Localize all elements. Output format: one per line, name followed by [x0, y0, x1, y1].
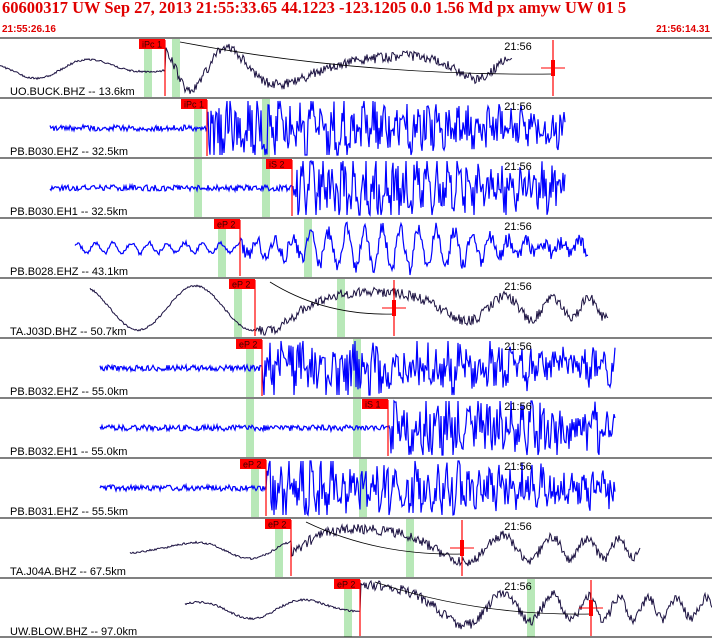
pick-flag[interactable]: iPc 1: [139, 39, 165, 50]
channel-trace-4[interactable]: eP 2 21:56 PB.B028.EHZ -- 43.1km: [0, 217, 712, 278]
channel-label: UW.BLOW.BHZ -- 97.0km: [10, 626, 137, 638]
time-tick-label: 21:56: [504, 221, 532, 233]
channel-label: PB.B028.EHZ -- 43.1km: [10, 266, 128, 278]
phase-window-band: [172, 39, 180, 97]
pick-label: iPc 1: [142, 40, 162, 50]
phase-window-band: [275, 519, 283, 577]
channel-label: PB.B032.EHZ -- 55.0km: [10, 386, 128, 398]
time-tick-label: 21:56: [504, 521, 532, 533]
pick-flag-box[interactable]: [362, 399, 388, 409]
phase-window-band: [218, 219, 226, 277]
channel-label: TA.J04A.BHZ -- 67.5km: [10, 566, 126, 578]
waveform-line[interactable]: [99, 460, 616, 517]
waveform-line[interactable]: [49, 100, 566, 156]
channel-trace-9[interactable]: eP 2 21:56 TA.J04A.BHZ -- 67.5km: [0, 517, 712, 578]
phase-window-band: [337, 279, 345, 337]
phase-window-band: [144, 39, 152, 97]
waveform-line[interactable]: [74, 221, 589, 276]
channel-trace-7[interactable]: iS 1 21:56 PB.B032.EH1 -- 55.0km: [0, 397, 712, 458]
event-header-title: 60600317 UW Sep 27, 2013 21:55:33.65 44.…: [2, 0, 627, 17]
waveform-line[interactable]: [184, 579, 712, 630]
waveform-line[interactable]: [99, 399, 616, 456]
waveform-line[interactable]: [89, 284, 609, 336]
channel-trace-8[interactable]: eP 2 21:56 PB.B031.EHZ -- 55.5km: [0, 457, 712, 518]
pick-flag-box[interactable]: [236, 339, 262, 349]
pick-label: eP 2: [243, 460, 261, 470]
phase-window-band: [262, 99, 270, 157]
channel-trace-3[interactable]: iS 2 21:56 PB.B030.EH1 -- 32.5km: [0, 157, 712, 218]
pick-flag[interactable]: iPc 1: [181, 99, 207, 110]
pick-flag[interactable]: eP 2: [334, 579, 360, 590]
pick-flag-box[interactable]: [334, 579, 360, 589]
coda-duration-curve: [179, 41, 554, 75]
channel-trace-2[interactable]: iPc 1 21:56 PB.B030.EHZ -- 32.5km: [0, 97, 712, 158]
pick-flag-box[interactable]: [214, 219, 240, 229]
channel-label: TA.J03D.BHZ -- 50.7km: [10, 326, 127, 338]
pick-label: eP 2: [268, 520, 286, 530]
pick-flag[interactable]: eP 2: [240, 459, 266, 470]
pick-flag[interactable]: eP 2: [214, 219, 240, 230]
pick-flag-box[interactable]: [181, 99, 207, 109]
channel-trace-6[interactable]: eP 2 21:56 PB.B032.EHZ -- 55.0km: [0, 337, 712, 398]
time-tick-label: 21:56: [504, 161, 532, 173]
pick-label: iPc 1: [184, 100, 204, 110]
phase-window-band: [527, 579, 535, 637]
pick-flag[interactable]: iS 1: [362, 399, 388, 410]
pick-flag[interactable]: eP 2: [265, 519, 291, 530]
channel-label: PB.B030.EHZ -- 32.5km: [10, 146, 128, 158]
channel-label: PB.B030.EH1 -- 32.5km: [10, 206, 127, 218]
phase-window-band: [246, 399, 254, 457]
phase-window-band: [406, 519, 414, 577]
time-tick-label: 21:56: [504, 461, 532, 473]
phase-window-band: [353, 399, 361, 457]
time-tick-label: 21:56: [504, 101, 532, 113]
channel-label: PB.B031.EHZ -- 55.5km: [10, 506, 128, 518]
time-tick-label: 21:56: [504, 401, 532, 413]
pick-flag-box[interactable]: [229, 279, 255, 289]
phase-window-band: [304, 219, 312, 277]
pick-label: eP 2: [232, 280, 250, 290]
phase-window-band: [234, 279, 242, 337]
coda-duration-curve: [374, 581, 592, 615]
time-tick-label: 21:56: [504, 581, 532, 593]
pick-label: eP 2: [337, 580, 355, 590]
pick-label: iS 2: [269, 160, 285, 170]
pick-flag-box[interactable]: [265, 519, 291, 529]
pick-flag-box[interactable]: [240, 459, 266, 469]
end-time-label: 21:56:14.31: [656, 24, 710, 35]
channel-trace-1[interactable]: iPc 1 21:56 UO.BUCK.BHZ -- 13.6km: [0, 37, 712, 98]
time-tick-label: 21:56: [504, 281, 532, 293]
waveform-line[interactable]: [129, 523, 641, 567]
time-tick-label: 21:56: [504, 341, 532, 353]
time-tick-label: 21:56: [504, 41, 532, 53]
channel-label: UO.BUCK.BHZ -- 13.6km: [10, 86, 135, 98]
channel-trace-10[interactable]: eP 2 21:56 UW.BLOW.BHZ -- 97.0km: [0, 577, 712, 638]
phase-window-band: [344, 579, 352, 637]
pick-flag-box[interactable]: [266, 159, 292, 169]
pick-flag[interactable]: iS 2: [266, 159, 292, 170]
pick-flag[interactable]: eP 2: [229, 279, 255, 290]
waveform-line[interactable]: [99, 340, 616, 396]
start-time-label: 21:55:26.16: [2, 24, 56, 35]
phase-window-band: [246, 339, 254, 397]
waveform-line[interactable]: [0, 43, 513, 94]
pick-label: iS 1: [365, 400, 381, 410]
pick-label: eP 2: [217, 220, 235, 230]
channel-trace-5[interactable]: eP 2 21:56 TA.J03D.BHZ -- 50.7km: [0, 277, 712, 338]
coda-duration-curve: [305, 521, 463, 555]
pick-label: eP 2: [239, 340, 257, 350]
waveform-line[interactable]: [49, 160, 566, 217]
pick-flag-box[interactable]: [139, 39, 165, 49]
channel-label: PB.B032.EH1 -- 55.0km: [10, 446, 127, 458]
coda-duration-curve: [269, 281, 395, 315]
pick-flag[interactable]: eP 2: [236, 339, 262, 350]
